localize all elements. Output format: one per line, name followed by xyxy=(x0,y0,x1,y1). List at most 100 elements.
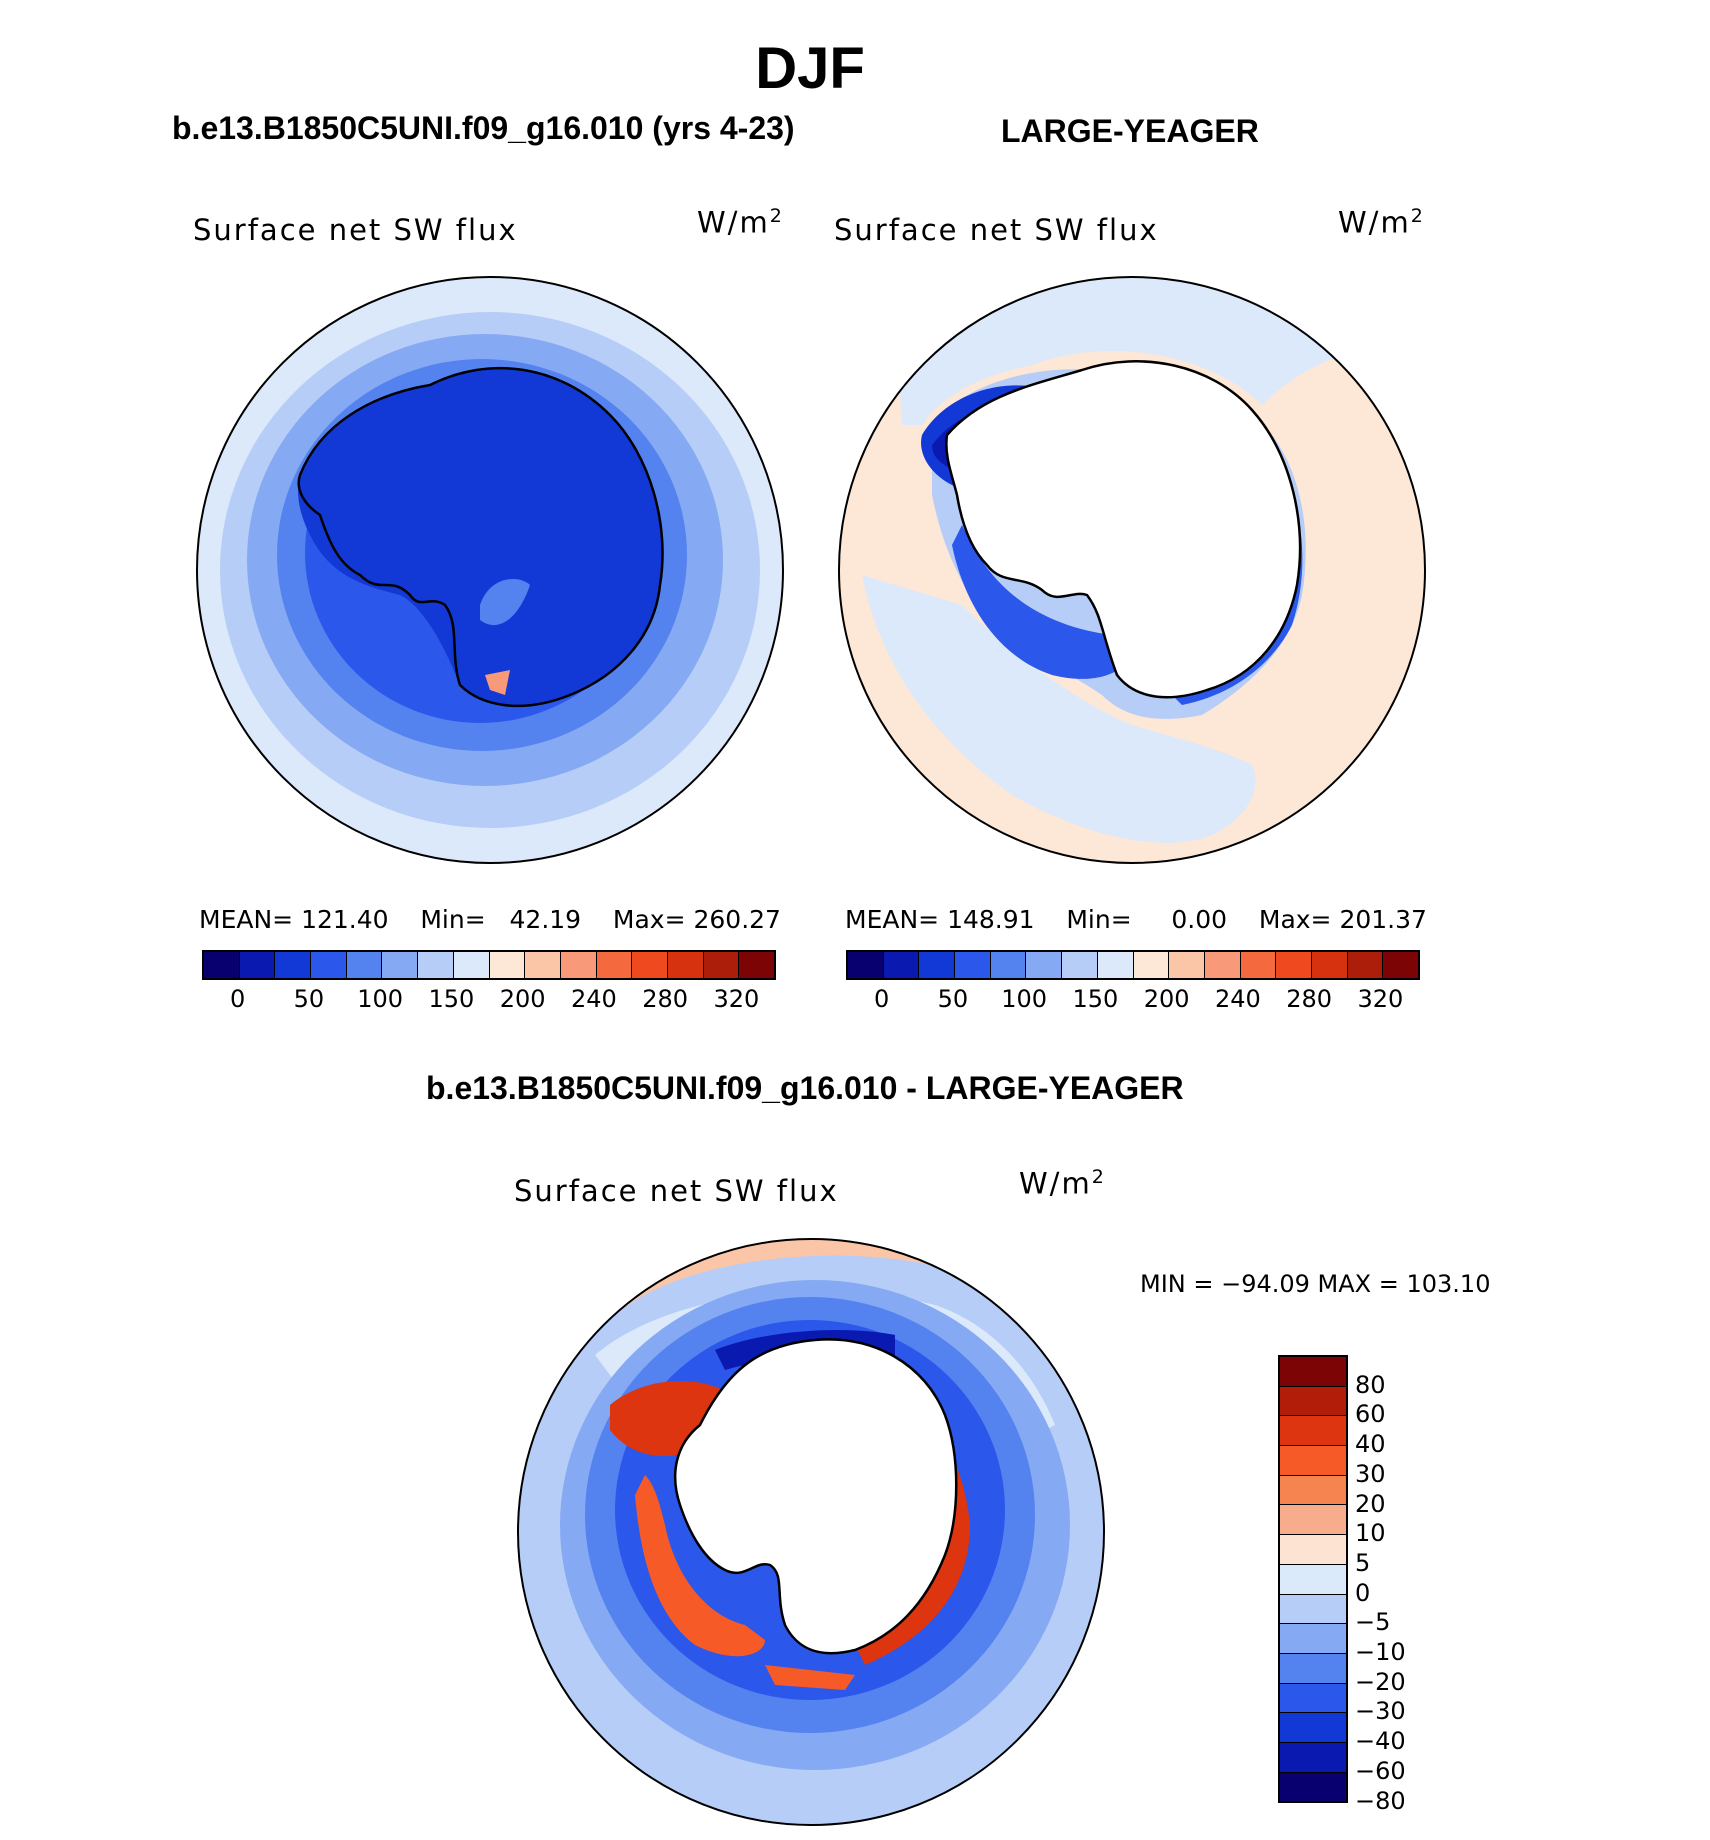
colorbar-swatch xyxy=(204,952,240,978)
colorbar-swatch xyxy=(275,952,312,978)
colorbar-tick-label: 0 xyxy=(229,985,246,1013)
colorbar-swatch xyxy=(418,952,454,978)
panel2-stats: MEAN= 148.91 Min= 0.00 Max= 201.37 xyxy=(845,905,1427,934)
colorbar-swatch xyxy=(990,952,1027,978)
panel2-colorbar xyxy=(846,950,1420,980)
colorbar-swatch xyxy=(632,952,668,978)
colorbar-tick-label: −80 xyxy=(1355,1786,1406,1815)
colorbar-tick-label: −5 xyxy=(1355,1608,1391,1637)
colorbar-tick-label: 100 xyxy=(1001,985,1048,1013)
colorbar-swatch xyxy=(1280,1713,1346,1743)
colorbar-tick-label: 5 xyxy=(1355,1548,1371,1577)
colorbar-swatch xyxy=(1280,1564,1346,1595)
diff-colorbar-labels: 80 60 40 30 20 10 5 0 −5 −10 −20 −30 −40 −60 −80 xyxy=(1355,1355,1455,1815)
colorbar-tick-label: −10 xyxy=(1355,1638,1406,1666)
colorbar-swatch xyxy=(1311,952,1348,978)
panel1-stats: MEAN= 121.40 Min= 42.19 Max= 260.27 xyxy=(199,905,781,934)
colorbar-swatch xyxy=(382,952,419,978)
colorbar-swatch xyxy=(1280,1624,1346,1654)
colorbar-swatch xyxy=(525,952,561,978)
colorbar-swatch xyxy=(1204,952,1241,978)
panel1-case-title: b.e13.B1850C5UNI.f09_g16.010 (yrs 4-23) xyxy=(172,110,795,146)
colorbar-tick-label: 50 xyxy=(293,985,325,1013)
colorbar-swatch xyxy=(955,952,991,978)
colorbar-swatch xyxy=(1280,1742,1346,1773)
colorbar-tick-label: 150 xyxy=(1072,985,1119,1013)
diff-units: W/m2 xyxy=(1019,1166,1106,1201)
colorbar-tick-label: 150 xyxy=(428,985,475,1013)
panel2-units: W/m2 xyxy=(1338,205,1425,240)
colorbar-swatch xyxy=(1097,952,1134,978)
colorbar-swatch xyxy=(1280,1505,1346,1536)
colorbar-swatch xyxy=(1280,1653,1346,1684)
colorbar-tick-label: 50 xyxy=(937,985,969,1013)
figure-title: DJF xyxy=(755,36,865,101)
panel2-polar-map xyxy=(838,276,1426,864)
panel2-colorbar-labels: 0 50 100 150 200 240 280 320 xyxy=(846,985,1416,1015)
colorbar-swatch xyxy=(703,952,740,978)
panel1-colorbar xyxy=(202,950,776,980)
colorbar-swatch xyxy=(919,952,956,978)
colorbar-tick-label: −20 xyxy=(1355,1667,1406,1696)
colorbar-tick-label: 200 xyxy=(1143,985,1190,1013)
colorbar-swatch xyxy=(1280,1594,1346,1625)
colorbar-tick-label: 0 xyxy=(1355,1578,1371,1607)
panel1-variable-label: Surface net SW flux xyxy=(193,213,518,247)
colorbar-tick-label: −60 xyxy=(1355,1756,1406,1785)
diff-case-title: b.e13.B1850C5UNI.f09_g16.010 - LARGE-YEA… xyxy=(426,1070,1184,1106)
colorbar-swatch xyxy=(848,952,884,978)
colorbar-tick-label: 320 xyxy=(713,985,760,1013)
colorbar-swatch xyxy=(739,952,774,978)
colorbar-swatch xyxy=(489,952,526,978)
colorbar-tick-label: 20 xyxy=(1355,1489,1386,1518)
colorbar-swatch xyxy=(311,952,347,978)
diff-polar-map xyxy=(517,1238,1105,1826)
colorbar-tick-label: 280 xyxy=(1286,985,1333,1013)
colorbar-swatch xyxy=(1280,1535,1346,1565)
colorbar-swatch xyxy=(560,952,597,978)
colorbar-tick-label: 0 xyxy=(873,985,890,1013)
diff-minmax: MIN = −94.09 MAX = 103.10 xyxy=(1140,1270,1491,1298)
colorbar-swatch xyxy=(453,952,490,978)
panel1-polar-map xyxy=(196,276,784,864)
colorbar-swatch xyxy=(883,952,920,978)
colorbar-swatch xyxy=(1280,1683,1346,1714)
colorbar-swatch xyxy=(1169,952,1205,978)
colorbar-tick-label: 10 xyxy=(1355,1519,1386,1548)
colorbar-tick-label: 30 xyxy=(1355,1459,1386,1488)
colorbar-tick-label: 200 xyxy=(499,985,546,1013)
panel2-case-title: LARGE-YEAGER xyxy=(1001,113,1259,149)
colorbar-tick-label: 40 xyxy=(1355,1430,1386,1459)
colorbar-swatch xyxy=(1280,1475,1346,1506)
colorbar-swatch xyxy=(1280,1357,1346,1387)
panel1-units: W/m2 xyxy=(697,205,784,240)
colorbar-tick-label: 240 xyxy=(1214,985,1261,1013)
colorbar-swatch xyxy=(1276,952,1312,978)
colorbar-tick-label: 100 xyxy=(357,985,404,1013)
colorbar-tick-label: −30 xyxy=(1355,1697,1406,1726)
colorbar-swatch xyxy=(1383,952,1418,978)
panel1-colorbar-labels: 0 50 100 150 200 240 280 320 xyxy=(202,985,772,1015)
colorbar-swatch xyxy=(1062,952,1098,978)
colorbar-swatch xyxy=(1026,952,1063,978)
colorbar-swatch xyxy=(1347,952,1384,978)
colorbar-swatch xyxy=(239,952,276,978)
colorbar-tick-label: 240 xyxy=(570,985,617,1013)
diff-variable-label: Surface net SW flux xyxy=(514,1174,839,1208)
colorbar-swatch xyxy=(1280,1386,1346,1417)
colorbar-swatch xyxy=(1280,1416,1346,1447)
colorbar-swatch xyxy=(1240,952,1277,978)
colorbar-swatch xyxy=(667,952,704,978)
colorbar-swatch xyxy=(1280,1772,1346,1802)
colorbar-tick-label: 280 xyxy=(642,985,689,1013)
colorbar-swatch xyxy=(596,952,633,978)
colorbar-swatch xyxy=(346,952,383,978)
colorbar-tick-label: −40 xyxy=(1355,1727,1406,1756)
diff-colorbar xyxy=(1278,1355,1348,1804)
colorbar-tick-label: 60 xyxy=(1355,1400,1386,1429)
colorbar-swatch xyxy=(1280,1446,1346,1476)
panel2-variable-label: Surface net SW flux xyxy=(834,213,1159,247)
colorbar-tick-label: 320 xyxy=(1357,985,1404,1013)
colorbar-tick-label: 80 xyxy=(1355,1370,1386,1399)
colorbar-swatch xyxy=(1133,952,1170,978)
